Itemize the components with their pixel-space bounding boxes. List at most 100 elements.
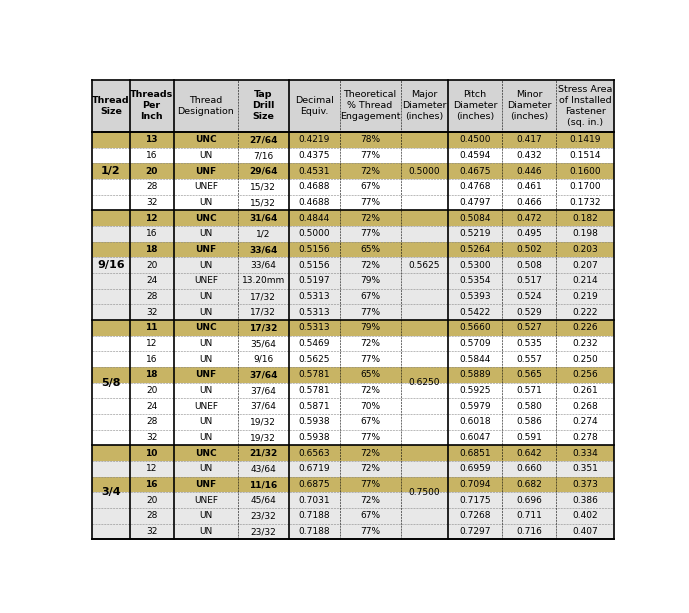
Text: 0.5422: 0.5422 — [460, 308, 491, 317]
Text: 28: 28 — [146, 183, 157, 191]
Text: 0.7188: 0.7188 — [298, 527, 330, 536]
Text: 0.5871: 0.5871 — [298, 402, 330, 411]
Text: 0.4219: 0.4219 — [298, 135, 330, 145]
Text: 31/64: 31/64 — [249, 214, 278, 223]
Text: 18: 18 — [145, 245, 158, 254]
Text: Thread
Designation: Thread Designation — [177, 96, 234, 116]
Text: UNC: UNC — [195, 214, 216, 223]
Text: 77%: 77% — [360, 229, 380, 238]
Text: 0.6719: 0.6719 — [298, 465, 330, 473]
Text: 0.5197: 0.5197 — [298, 276, 330, 286]
Text: 0.495: 0.495 — [516, 229, 542, 238]
Text: 19/32: 19/32 — [250, 417, 276, 427]
Bar — [92, 210, 614, 226]
Text: 0.535: 0.535 — [516, 339, 542, 348]
Bar — [92, 492, 614, 508]
Bar — [92, 164, 614, 179]
Text: 0.5844: 0.5844 — [460, 355, 491, 364]
Bar — [92, 430, 614, 446]
Text: UNEF: UNEF — [194, 496, 218, 504]
Text: 0.5709: 0.5709 — [460, 339, 491, 348]
Text: 0.571: 0.571 — [516, 386, 542, 395]
Text: UN: UN — [199, 151, 212, 160]
Text: 43/64: 43/64 — [251, 465, 276, 473]
Bar — [92, 132, 614, 148]
Text: 20: 20 — [146, 496, 157, 504]
Text: 79%: 79% — [360, 276, 380, 286]
Text: 0.7268: 0.7268 — [460, 511, 491, 520]
Text: 37/64: 37/64 — [250, 386, 276, 395]
Text: 1/2: 1/2 — [101, 166, 121, 177]
Text: 0.4768: 0.4768 — [460, 183, 491, 191]
Text: 28: 28 — [146, 417, 157, 427]
Text: 67%: 67% — [360, 183, 380, 191]
Text: 0.660: 0.660 — [516, 465, 542, 473]
Text: 0.432: 0.432 — [517, 151, 542, 160]
Text: 0.6563: 0.6563 — [298, 449, 330, 458]
Text: 0.7094: 0.7094 — [460, 480, 491, 489]
Text: 79%: 79% — [360, 324, 380, 332]
Text: UN: UN — [199, 355, 212, 364]
Text: 0.591: 0.591 — [516, 433, 542, 442]
Text: 10: 10 — [145, 449, 158, 458]
Bar — [92, 257, 614, 273]
Text: UNF: UNF — [195, 370, 216, 379]
Text: 32: 32 — [146, 308, 157, 317]
Text: 72%: 72% — [360, 449, 380, 458]
Text: 13.20mm: 13.20mm — [242, 276, 285, 286]
Text: 16: 16 — [146, 151, 157, 160]
Text: 11/16: 11/16 — [249, 480, 278, 489]
Bar — [92, 179, 614, 195]
Text: 0.524: 0.524 — [517, 292, 542, 301]
Text: 0.5938: 0.5938 — [298, 417, 330, 427]
Text: 65%: 65% — [360, 245, 380, 254]
Bar — [92, 305, 614, 320]
Text: 0.222: 0.222 — [573, 308, 598, 317]
Text: 0.565: 0.565 — [516, 370, 542, 379]
Text: 0.716: 0.716 — [516, 527, 542, 536]
Text: 72%: 72% — [360, 261, 380, 270]
Text: 28: 28 — [146, 292, 157, 301]
Text: UN: UN — [199, 308, 212, 317]
Text: 0.274: 0.274 — [573, 417, 598, 427]
Text: 0.198: 0.198 — [572, 229, 598, 238]
Text: 0.256: 0.256 — [573, 370, 598, 379]
Text: 3/4: 3/4 — [101, 487, 121, 497]
Text: 33/64: 33/64 — [250, 261, 276, 270]
Text: 18: 18 — [145, 370, 158, 379]
Text: 67%: 67% — [360, 511, 380, 520]
Text: UN: UN — [199, 339, 212, 348]
Text: 77%: 77% — [360, 198, 380, 207]
Text: 16: 16 — [146, 355, 157, 364]
Text: 0.446: 0.446 — [517, 167, 542, 176]
Text: 0.5264: 0.5264 — [460, 245, 491, 254]
Text: 0.182: 0.182 — [573, 214, 598, 223]
Text: 32: 32 — [146, 527, 157, 536]
Text: 77%: 77% — [360, 151, 380, 160]
Text: 15/32: 15/32 — [250, 183, 276, 191]
Text: UNF: UNF — [195, 167, 216, 176]
Text: 0.1419: 0.1419 — [569, 135, 601, 145]
Text: 0.5000: 0.5000 — [409, 167, 440, 176]
Text: 0.508: 0.508 — [516, 261, 542, 270]
Text: 0.4500: 0.4500 — [460, 135, 491, 145]
Text: 0.7297: 0.7297 — [460, 527, 491, 536]
Text: 17/32: 17/32 — [249, 324, 278, 332]
Bar — [92, 383, 614, 398]
Text: UN: UN — [199, 198, 212, 207]
Text: 0.214: 0.214 — [573, 276, 598, 286]
Text: 0.219: 0.219 — [573, 292, 598, 301]
Text: 0.278: 0.278 — [573, 433, 598, 442]
Text: 0.5084: 0.5084 — [460, 214, 491, 223]
Text: 0.5781: 0.5781 — [298, 370, 330, 379]
Text: UN: UN — [199, 433, 212, 442]
Text: 72%: 72% — [360, 465, 380, 473]
Text: UNEF: UNEF — [194, 276, 218, 286]
Text: 0.402: 0.402 — [573, 511, 598, 520]
Text: 0.7031: 0.7031 — [298, 496, 330, 504]
Text: Thread
Size: Thread Size — [92, 96, 130, 116]
Bar — [92, 446, 614, 461]
Text: 32: 32 — [146, 433, 157, 442]
Text: 0.5393: 0.5393 — [460, 292, 491, 301]
Text: 0.207: 0.207 — [573, 261, 598, 270]
